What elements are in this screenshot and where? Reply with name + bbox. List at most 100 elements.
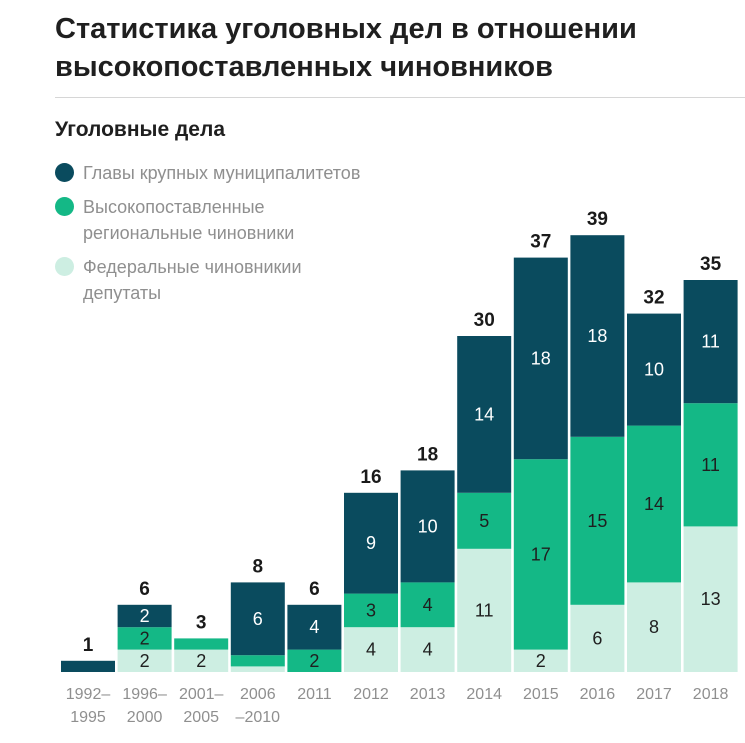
bar-segment-1-9 <box>570 436 625 605</box>
title-divider <box>55 97 745 98</box>
bar-segment-2-3 <box>230 582 285 656</box>
segment-label-0-9: 6 <box>592 628 602 648</box>
segment-label-2-1: 2 <box>140 606 150 626</box>
bar-segment-0-9 <box>570 604 625 672</box>
bar-segment-2-4 <box>287 604 342 650</box>
bar-segment-1-11 <box>683 403 738 527</box>
bar-segment-0-6 <box>400 627 455 672</box>
bar-total-0: 1 <box>83 635 94 656</box>
bar-total-7: 30 <box>474 310 495 331</box>
bar-segment-0-2 <box>174 649 229 672</box>
segment-label-1-1: 2 <box>140 628 150 648</box>
segment-label-2-8: 18 <box>531 348 551 368</box>
bar-segment-2-5 <box>344 492 398 594</box>
bar-segment-0-1 <box>117 649 172 672</box>
segment-label-0-6: 4 <box>423 640 433 660</box>
x-tick-label-2-1: 2005 <box>183 709 219 726</box>
bar-segment-2-1 <box>117 604 172 628</box>
bar-total-6: 18 <box>417 444 438 465</box>
bar-total-5: 16 <box>360 467 381 488</box>
segment-label-2-11: 11 <box>701 332 720 352</box>
x-tick-label-8-0: 2015 <box>523 686 559 703</box>
legend-label-regional-line1: Высокопоставленные <box>83 197 265 217</box>
segment-label-1-8: 17 <box>531 544 551 564</box>
bar-total-2: 3 <box>196 612 207 633</box>
segment-label-0-10: 8 <box>649 617 659 637</box>
bar-segment-1-8 <box>513 459 568 650</box>
bar-total-8: 37 <box>530 232 551 253</box>
segment-label-1-9: 15 <box>587 511 607 531</box>
bar-total-11: 35 <box>700 254 722 275</box>
x-tick-label-0-0: 1992– <box>66 686 111 703</box>
legend-swatch-regional <box>55 197 74 216</box>
x-tick-label-9-0: 2016 <box>580 686 616 703</box>
bar-segment-1-6 <box>400 582 455 628</box>
legend-item-regional: Высокопоставленные региональные чиновник… <box>55 194 403 246</box>
legend-label-federal-line1: Федеральные чиновникии <box>83 257 302 277</box>
x-tick-label-10-0: 2017 <box>636 686 672 703</box>
legend-swatch-federal <box>55 257 74 276</box>
legend-item-municipal: Главы крупных муниципалитетов <box>55 160 403 186</box>
bar-segment-2-10 <box>627 313 681 426</box>
bar-segment-1-4 <box>287 649 342 672</box>
bar-segment-1-10 <box>627 425 681 583</box>
bar-segment-2-6 <box>400 470 455 583</box>
legend: Главы крупных муниципалитетов Высокопост… <box>55 160 403 314</box>
bar-total-10: 32 <box>643 288 664 309</box>
segment-label-1-6: 4 <box>423 595 433 615</box>
legend-label-municipal: Главы крупных муниципалитетов <box>83 163 361 183</box>
x-tick-label-0-1: 1995 <box>70 709 106 726</box>
bar-segment-2-0 <box>61 660 115 672</box>
x-tick-label-7-0: 2014 <box>466 686 502 703</box>
segment-label-1-10: 14 <box>644 494 664 514</box>
segment-label-0-5: 4 <box>366 640 376 660</box>
bar-total-9: 39 <box>587 209 608 230</box>
bar-total-4: 6 <box>309 579 320 600</box>
bar-total-3: 8 <box>253 556 264 577</box>
x-tick-label-6-0: 2013 <box>410 686 446 703</box>
bar-segment-2-8 <box>513 257 568 460</box>
segment-label-1-11: 11 <box>701 455 720 475</box>
segment-label-0-7: 11 <box>475 600 494 620</box>
segment-label-1-7: 5 <box>479 511 489 531</box>
segment-label-0-8: 2 <box>536 651 546 671</box>
bar-segment-1-7 <box>457 492 512 549</box>
bar-segment-1-3 <box>230 655 285 667</box>
x-tick-label-5-0: 2012 <box>353 686 389 703</box>
segment-label-1-5: 3 <box>366 600 376 620</box>
bar-total-1: 6 <box>139 579 150 600</box>
x-tick-label-11-0: 2018 <box>693 686 729 703</box>
bar-segment-1-1 <box>117 627 172 650</box>
segment-label-2-3: 6 <box>253 609 263 629</box>
segment-label-2-10: 10 <box>644 360 664 380</box>
bar-segment-2-11 <box>683 280 738 404</box>
x-tick-label-4-0: 2011 <box>297 686 332 703</box>
legend-swatch-municipal <box>55 163 74 182</box>
chart-subtitle: Уголовные дела <box>55 118 225 141</box>
bar-segment-0-3 <box>230 666 285 672</box>
bar-segment-2-9 <box>570 235 625 437</box>
bar-segment-0-10 <box>627 582 681 672</box>
x-tick-label-2-0: 2001– <box>179 686 224 703</box>
legend-item-federal: Федеральные чиновникии депутаты <box>55 254 403 306</box>
bar-segment-0-7 <box>457 548 512 672</box>
segment-label-2-7: 14 <box>474 404 494 424</box>
segment-label-2-9: 18 <box>587 326 607 346</box>
bar-segment-1-5 <box>344 593 398 628</box>
segment-label-0-1: 2 <box>140 651 150 671</box>
bar-segment-2-7 <box>457 336 512 493</box>
bar-segment-0-5 <box>344 627 398 672</box>
x-tick-label-1-0: 1996– <box>122 686 167 703</box>
segment-label-0-11: 13 <box>701 589 721 609</box>
bar-segment-0-8 <box>513 649 568 672</box>
bar-segment-1-2 <box>174 638 229 650</box>
chart-title: Статистика уголовных дел в отношении выс… <box>55 13 637 83</box>
legend-label-federal-line2: депутаты <box>83 283 162 303</box>
segment-label-1-4: 2 <box>309 651 319 671</box>
x-tick-label-3-0: 2006 <box>240 686 276 703</box>
segment-label-2-6: 10 <box>418 516 438 536</box>
segment-label-0-2: 2 <box>196 651 206 671</box>
segment-label-2-4: 4 <box>309 617 319 637</box>
segment-label-2-5: 9 <box>366 533 376 553</box>
